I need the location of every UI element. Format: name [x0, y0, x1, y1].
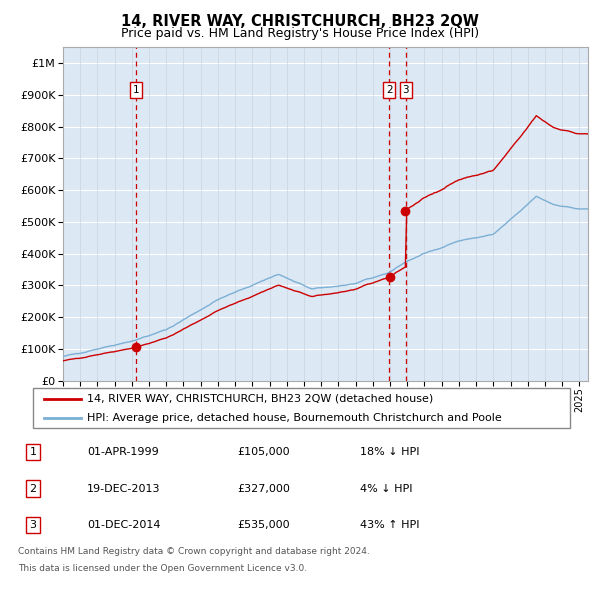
Text: 14, RIVER WAY, CHRISTCHURCH, BH23 2QW: 14, RIVER WAY, CHRISTCHURCH, BH23 2QW: [121, 14, 479, 29]
Text: 2: 2: [386, 85, 392, 95]
Text: Price paid vs. HM Land Registry's House Price Index (HPI): Price paid vs. HM Land Registry's House …: [121, 27, 479, 40]
Text: 1: 1: [29, 447, 37, 457]
Text: 01-APR-1999: 01-APR-1999: [87, 447, 159, 457]
Text: 3: 3: [29, 520, 37, 530]
Text: 4% ↓ HPI: 4% ↓ HPI: [360, 484, 413, 493]
Text: HPI: Average price, detached house, Bournemouth Christchurch and Poole: HPI: Average price, detached house, Bour…: [86, 413, 502, 422]
Text: £105,000: £105,000: [237, 447, 290, 457]
Text: 19-DEC-2013: 19-DEC-2013: [87, 484, 161, 493]
Text: £327,000: £327,000: [237, 484, 290, 493]
Text: This data is licensed under the Open Government Licence v3.0.: This data is licensed under the Open Gov…: [18, 563, 307, 572]
Text: 3: 3: [403, 85, 409, 95]
FancyBboxPatch shape: [33, 388, 570, 428]
Text: 43% ↑ HPI: 43% ↑ HPI: [360, 520, 419, 530]
Text: 01-DEC-2014: 01-DEC-2014: [87, 520, 161, 530]
Text: 1: 1: [133, 85, 139, 95]
Text: £535,000: £535,000: [237, 520, 290, 530]
Text: Contains HM Land Registry data © Crown copyright and database right 2024.: Contains HM Land Registry data © Crown c…: [18, 547, 370, 556]
Text: 14, RIVER WAY, CHRISTCHURCH, BH23 2QW (detached house): 14, RIVER WAY, CHRISTCHURCH, BH23 2QW (d…: [86, 394, 433, 404]
Text: 18% ↓ HPI: 18% ↓ HPI: [360, 447, 419, 457]
Text: 2: 2: [29, 484, 37, 493]
